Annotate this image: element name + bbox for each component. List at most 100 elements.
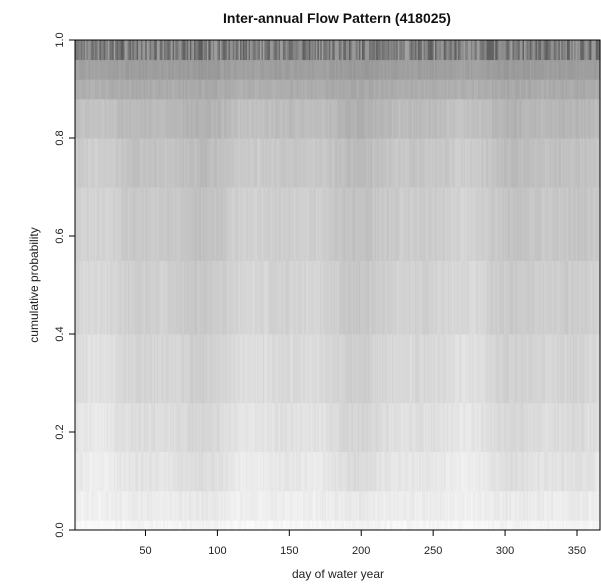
heatmap-cell [248, 79, 251, 100]
heatmap-cell [373, 260, 376, 335]
heatmap-cell [293, 138, 296, 188]
heatmap-cell [235, 490, 238, 521]
heatmap-cell [587, 187, 590, 261]
heatmap-cell [109, 59, 112, 80]
heatmap-cell [460, 520, 463, 531]
heatmap-cell [407, 79, 410, 100]
heatmap-cell [351, 187, 354, 261]
heatmap-cell [592, 402, 595, 453]
heatmap-cell [191, 402, 194, 453]
heatmap-cell [479, 402, 482, 453]
heatmap-cell [163, 402, 166, 453]
heatmap-cell [284, 98, 287, 139]
heatmap-cell [105, 520, 108, 531]
heatmap-cell [194, 79, 197, 100]
heatmap-cell [99, 187, 102, 261]
heatmap-cell [280, 40, 283, 61]
heatmap-cell [386, 490, 389, 521]
heatmap-cell [290, 79, 293, 100]
heatmap-cell [588, 334, 591, 404]
heatmap-cell [208, 40, 211, 61]
heatmap-cell [152, 138, 155, 188]
heatmap-cell [555, 260, 558, 335]
heatmap-cell [130, 402, 133, 453]
heatmap-cell [321, 79, 324, 100]
heatmap-cell [564, 138, 567, 188]
heatmap-cell [257, 490, 260, 521]
heatmap-cell [140, 451, 144, 492]
heatmap-cell [410, 402, 413, 453]
heatmap-cell [140, 59, 144, 80]
heatmap-cell [234, 138, 237, 188]
heatmap-cell [577, 334, 580, 404]
heatmap-cell [559, 490, 562, 521]
heatmap-cell [422, 451, 425, 492]
heatmap-cell [422, 520, 425, 531]
heatmap-cell [192, 402, 195, 453]
heatmap-cell [178, 402, 181, 453]
heatmap-cell [565, 451, 568, 492]
heatmap-cell [291, 520, 294, 531]
heatmap-cell [115, 40, 118, 61]
heatmap-cell [452, 402, 455, 453]
heatmap-cell [427, 520, 430, 531]
heatmap-cell [376, 40, 379, 61]
heatmap-cell [579, 79, 582, 100]
heatmap-cell [357, 79, 360, 100]
heatmap-cell [449, 490, 452, 521]
heatmap-cell [99, 451, 102, 492]
heatmap-cell [414, 79, 417, 100]
heatmap-cell [264, 490, 267, 521]
heatmap-cell [539, 520, 542, 531]
heatmap-cell [499, 79, 502, 100]
heatmap-cell [258, 98, 261, 139]
heatmap-cell [371, 98, 374, 139]
heatmap-cell [205, 59, 208, 80]
heatmap-cell [427, 334, 430, 404]
heatmap-cell [475, 98, 478, 139]
heatmap-cell [430, 98, 433, 139]
heatmap-cell [443, 451, 446, 492]
heatmap-cell [353, 260, 356, 335]
heatmap-cell [274, 138, 277, 188]
heatmap-cell [523, 138, 527, 188]
heatmap-cell [420, 451, 423, 492]
heatmap-cell [525, 402, 528, 453]
heatmap-cell [366, 138, 369, 188]
heatmap-cell [297, 334, 300, 404]
heatmap-cell [241, 79, 244, 100]
heatmap-cell [425, 40, 428, 61]
heatmap-cell [138, 334, 141, 404]
heatmap-cell [293, 334, 296, 404]
heatmap-cell [308, 520, 311, 531]
heatmap-cell [125, 79, 128, 100]
heatmap-cell [219, 490, 222, 521]
heatmap-cell [288, 451, 291, 492]
heatmap-cell [103, 59, 106, 80]
heatmap-cell [255, 451, 258, 492]
heatmap-cell [534, 98, 537, 139]
heatmap-cell [79, 98, 82, 139]
heatmap-cell [338, 187, 341, 261]
heatmap-cell [75, 98, 78, 139]
heatmap-cell [538, 40, 541, 61]
heatmap-cell [115, 402, 118, 453]
heatmap-cell [168, 138, 171, 188]
heatmap-cell [135, 260, 138, 335]
heatmap-cell [169, 59, 172, 80]
heatmap-cell [361, 520, 364, 531]
heatmap-cell [86, 520, 89, 531]
heatmap-cell [123, 187, 126, 261]
heatmap-cell [479, 59, 482, 80]
heatmap-cell [549, 451, 552, 492]
heatmap-cell [455, 260, 458, 335]
heatmap-cell [143, 490, 146, 521]
heatmap-cell [211, 451, 214, 492]
heatmap-cell [437, 98, 440, 139]
heatmap-cell [151, 187, 154, 261]
heatmap-cell [528, 334, 531, 404]
heatmap-cell [523, 79, 527, 100]
heatmap-cell [298, 260, 301, 335]
heatmap-cell [333, 187, 336, 261]
heatmap-cell [556, 98, 559, 139]
